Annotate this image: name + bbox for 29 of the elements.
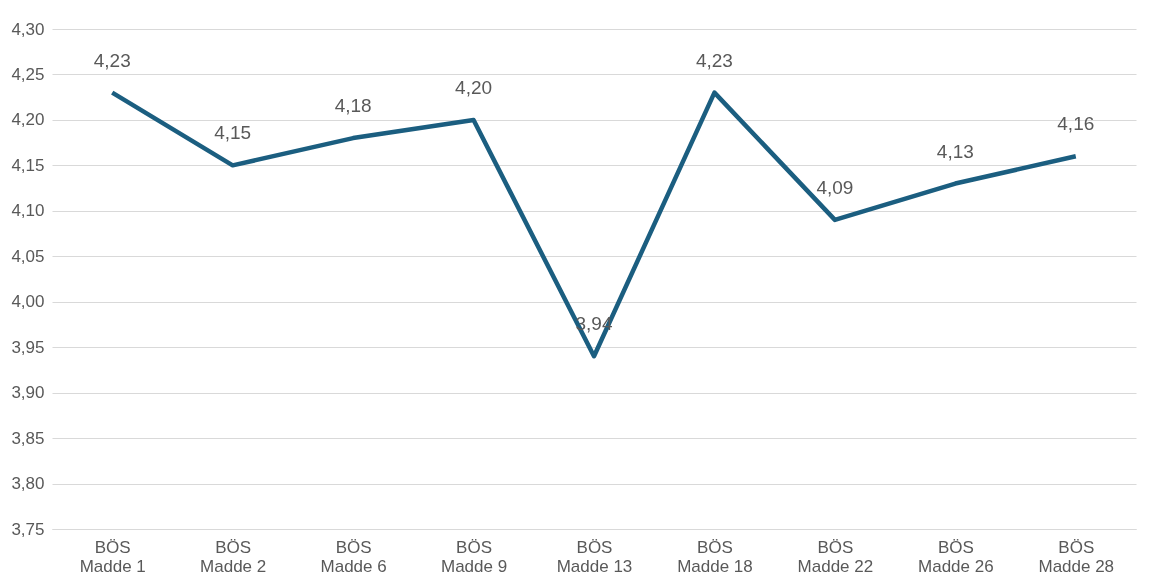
y-tick-label: 4,10	[11, 201, 45, 221]
x-tick-label: BÖS Madde 26	[918, 537, 994, 576]
data-label: 4,23	[695, 49, 733, 71]
data-label: 4,16	[1057, 113, 1095, 135]
y-tick-label: 4,25	[11, 64, 45, 84]
y-tick-label: 4,30	[11, 19, 45, 39]
y-tick-label: 3,85	[11, 428, 45, 448]
data-label: 4,20	[455, 76, 493, 98]
x-tick-label: BÖS Madde 1	[79, 537, 146, 576]
y-tick-label: 3,75	[11, 519, 45, 539]
y-tick-label: 4,20	[11, 110, 45, 130]
x-tick-label: BÖS Madde 18	[677, 537, 753, 576]
x-tick-label: BÖS Madde 2	[200, 537, 267, 576]
data-label: 4,13	[936, 140, 974, 162]
x-tick-label: BÖS Madde 9	[440, 537, 508, 576]
y-tick-label: 4,00	[11, 292, 45, 312]
y-tick-label: 3,80	[11, 474, 45, 494]
y-tick-label: 3,90	[11, 383, 45, 403]
x-tick-label: BÖS Madde 22	[797, 537, 874, 576]
y-tick-label: 3,95	[11, 337, 45, 357]
y-tick-label: 4,15	[11, 155, 45, 175]
data-label: 4,15	[214, 122, 252, 144]
x-tick-label: BÖS Madde 28	[1038, 537, 1115, 576]
data-label: 4,23	[93, 49, 131, 71]
x-tick-label: BÖS Madde 13	[556, 537, 633, 576]
x-tick-label: BÖS Madde 6	[320, 537, 387, 576]
data-label: 4,09	[816, 176, 854, 198]
y-tick-label: 4,05	[11, 246, 45, 266]
data-label: 4,18	[334, 95, 372, 117]
